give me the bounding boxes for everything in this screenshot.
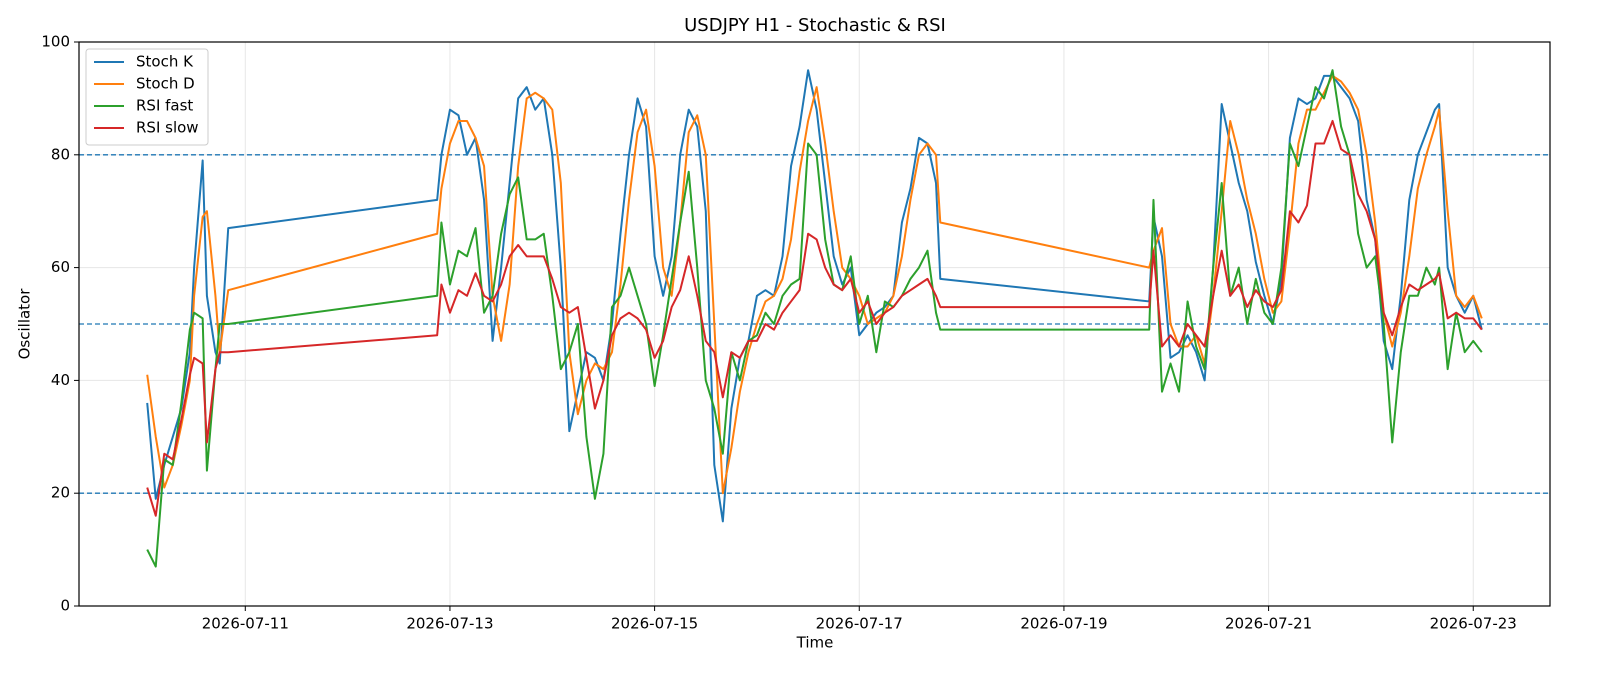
series-line	[146, 69, 1483, 523]
x-tick-label: 2026-07-11	[202, 615, 289, 633]
legend-label: Stoch K	[136, 53, 194, 71]
y-tick-label: 60	[51, 258, 70, 276]
x-tick-label: 2026-07-17	[816, 615, 903, 633]
y-tick-label: 40	[51, 371, 70, 389]
x-tick-label: 2026-07-19	[1020, 615, 1107, 633]
series-line	[146, 74, 1483, 495]
plot-frame	[78, 41, 1551, 607]
x-tick-label: 2026-07-21	[1225, 615, 1312, 633]
legend-label: RSI fast	[136, 97, 193, 115]
y-tick-label: 100	[41, 33, 70, 51]
x-tick-label: 2026-07-23	[1430, 615, 1517, 633]
y-tick-label: 0	[60, 597, 70, 615]
legend-label: Stoch D	[136, 75, 195, 93]
x-tick-label: 2026-07-15	[611, 615, 698, 633]
series-line	[146, 119, 1483, 517]
x-axis-label: Time	[796, 634, 834, 652]
y-axis-label: Oscillator	[16, 288, 34, 360]
y-tick-label: 80	[51, 145, 70, 163]
chart-title: USDJPY H1 - Stochastic & RSI	[684, 15, 946, 36]
series-line	[146, 69, 1483, 568]
legend-box	[85, 48, 209, 146]
y-tick-label: 20	[51, 484, 70, 502]
legend-label: RSI slow	[136, 119, 199, 137]
x-tick-label: 2026-07-13	[406, 615, 493, 633]
